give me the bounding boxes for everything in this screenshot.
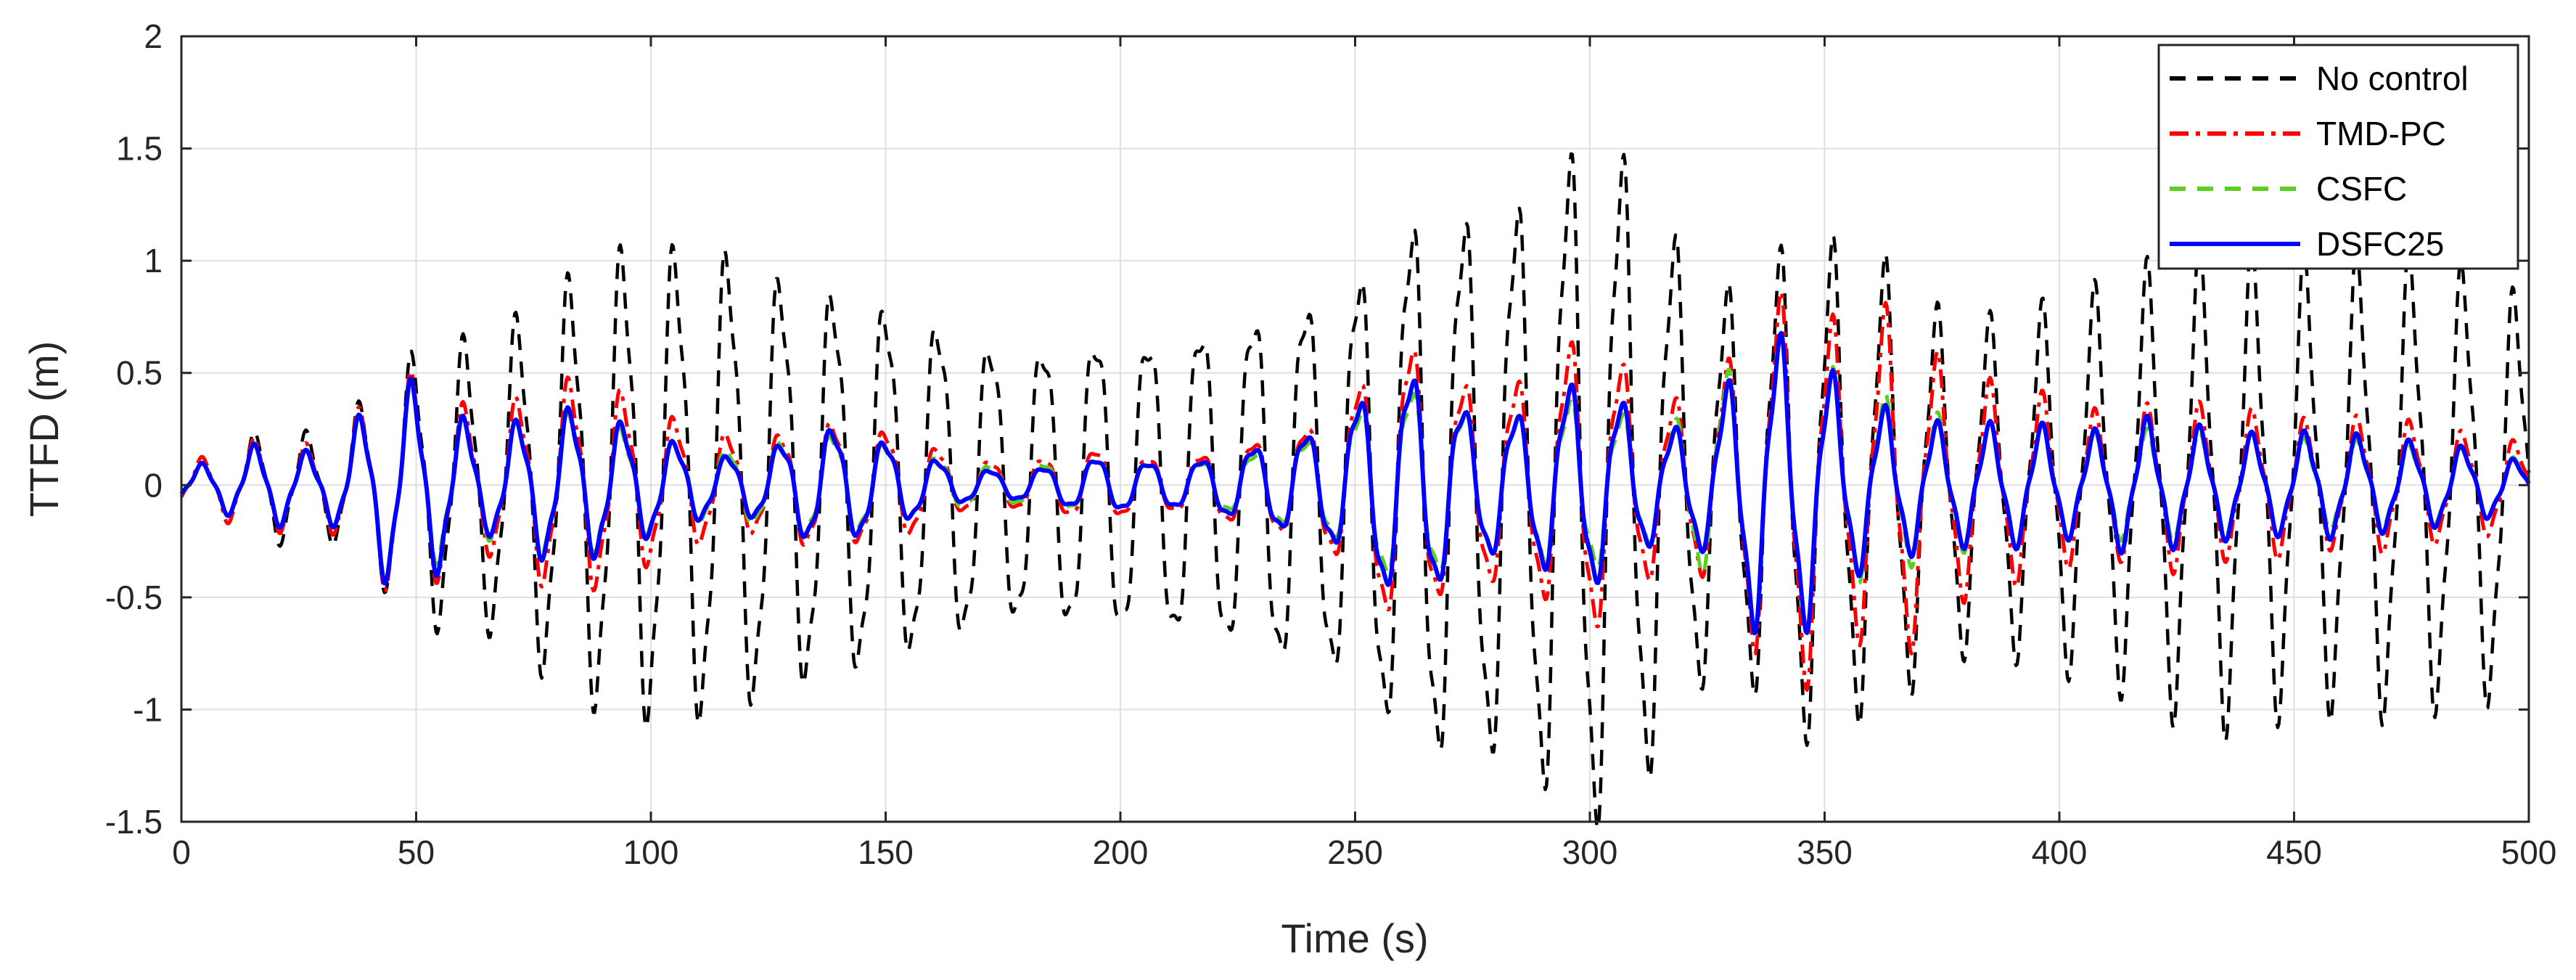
x-tick-label: 100 <box>623 833 679 871</box>
x-tick-label: 300 <box>1562 833 1618 871</box>
legend: No control TMD-PC CSFC DSFC25 <box>2157 44 2519 270</box>
x-axis-label: Time (s) <box>1281 915 1428 961</box>
legend-label-no-control: No control <box>2316 60 2469 97</box>
x-tick-label: 450 <box>2266 833 2322 871</box>
series-line-dsfc25 <box>179 330 2531 636</box>
legend-label-dsfc25: DSFC25 <box>2316 225 2444 263</box>
y-tick-label: 0.5 <box>116 354 163 392</box>
y-tick-label: 1 <box>144 242 163 279</box>
x-tick-label: 150 <box>858 833 914 871</box>
y-tick-label: -1 <box>133 690 163 728</box>
y-axis-label: TTFD (m) <box>21 341 67 518</box>
x-tick-label: 350 <box>1797 833 1853 871</box>
y-tick-label: 0 <box>144 466 163 504</box>
series-line-no-control <box>180 152 2531 830</box>
x-tick-label: 400 <box>2032 833 2088 871</box>
x-tick-label: 50 <box>398 833 435 871</box>
series-line-csfc <box>179 333 2531 635</box>
series-lines <box>179 152 2531 830</box>
legend-label-csfc: CSFC <box>2316 170 2407 208</box>
y-tick-label: -0.5 <box>105 579 163 616</box>
legend-box <box>2157 44 2519 270</box>
x-tick-label: 200 <box>1093 833 1149 871</box>
y-tick-label: -1.5 <box>105 803 163 841</box>
y-tick-label: 2 <box>144 17 163 55</box>
legend-label-tmd-pc: TMD-PC <box>2316 115 2446 152</box>
y-tick-label: 1.5 <box>116 130 163 168</box>
ticks: 0 50 100 150 200 250 300 350 400 450 500 -1.5 -1 -0.5… <box>105 17 2557 871</box>
x-tick-label: 0 <box>172 833 191 871</box>
x-tick-label: 250 <box>1327 833 1383 871</box>
x-tick-label: 500 <box>2501 833 2557 871</box>
